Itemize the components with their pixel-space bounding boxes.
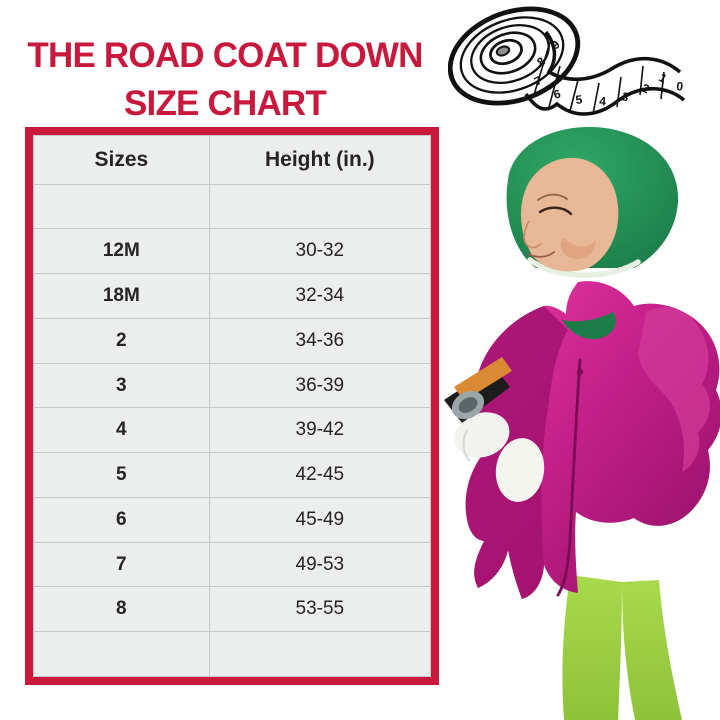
- svg-text:3: 3: [620, 89, 630, 104]
- svg-text:1: 1: [657, 70, 670, 86]
- svg-text:5: 5: [575, 92, 583, 107]
- svg-text:4: 4: [599, 94, 607, 108]
- svg-text:7: 7: [532, 73, 545, 89]
- svg-text:0: 0: [676, 79, 684, 94]
- svg-text:9: 9: [548, 37, 563, 52]
- svg-text:6: 6: [552, 86, 563, 101]
